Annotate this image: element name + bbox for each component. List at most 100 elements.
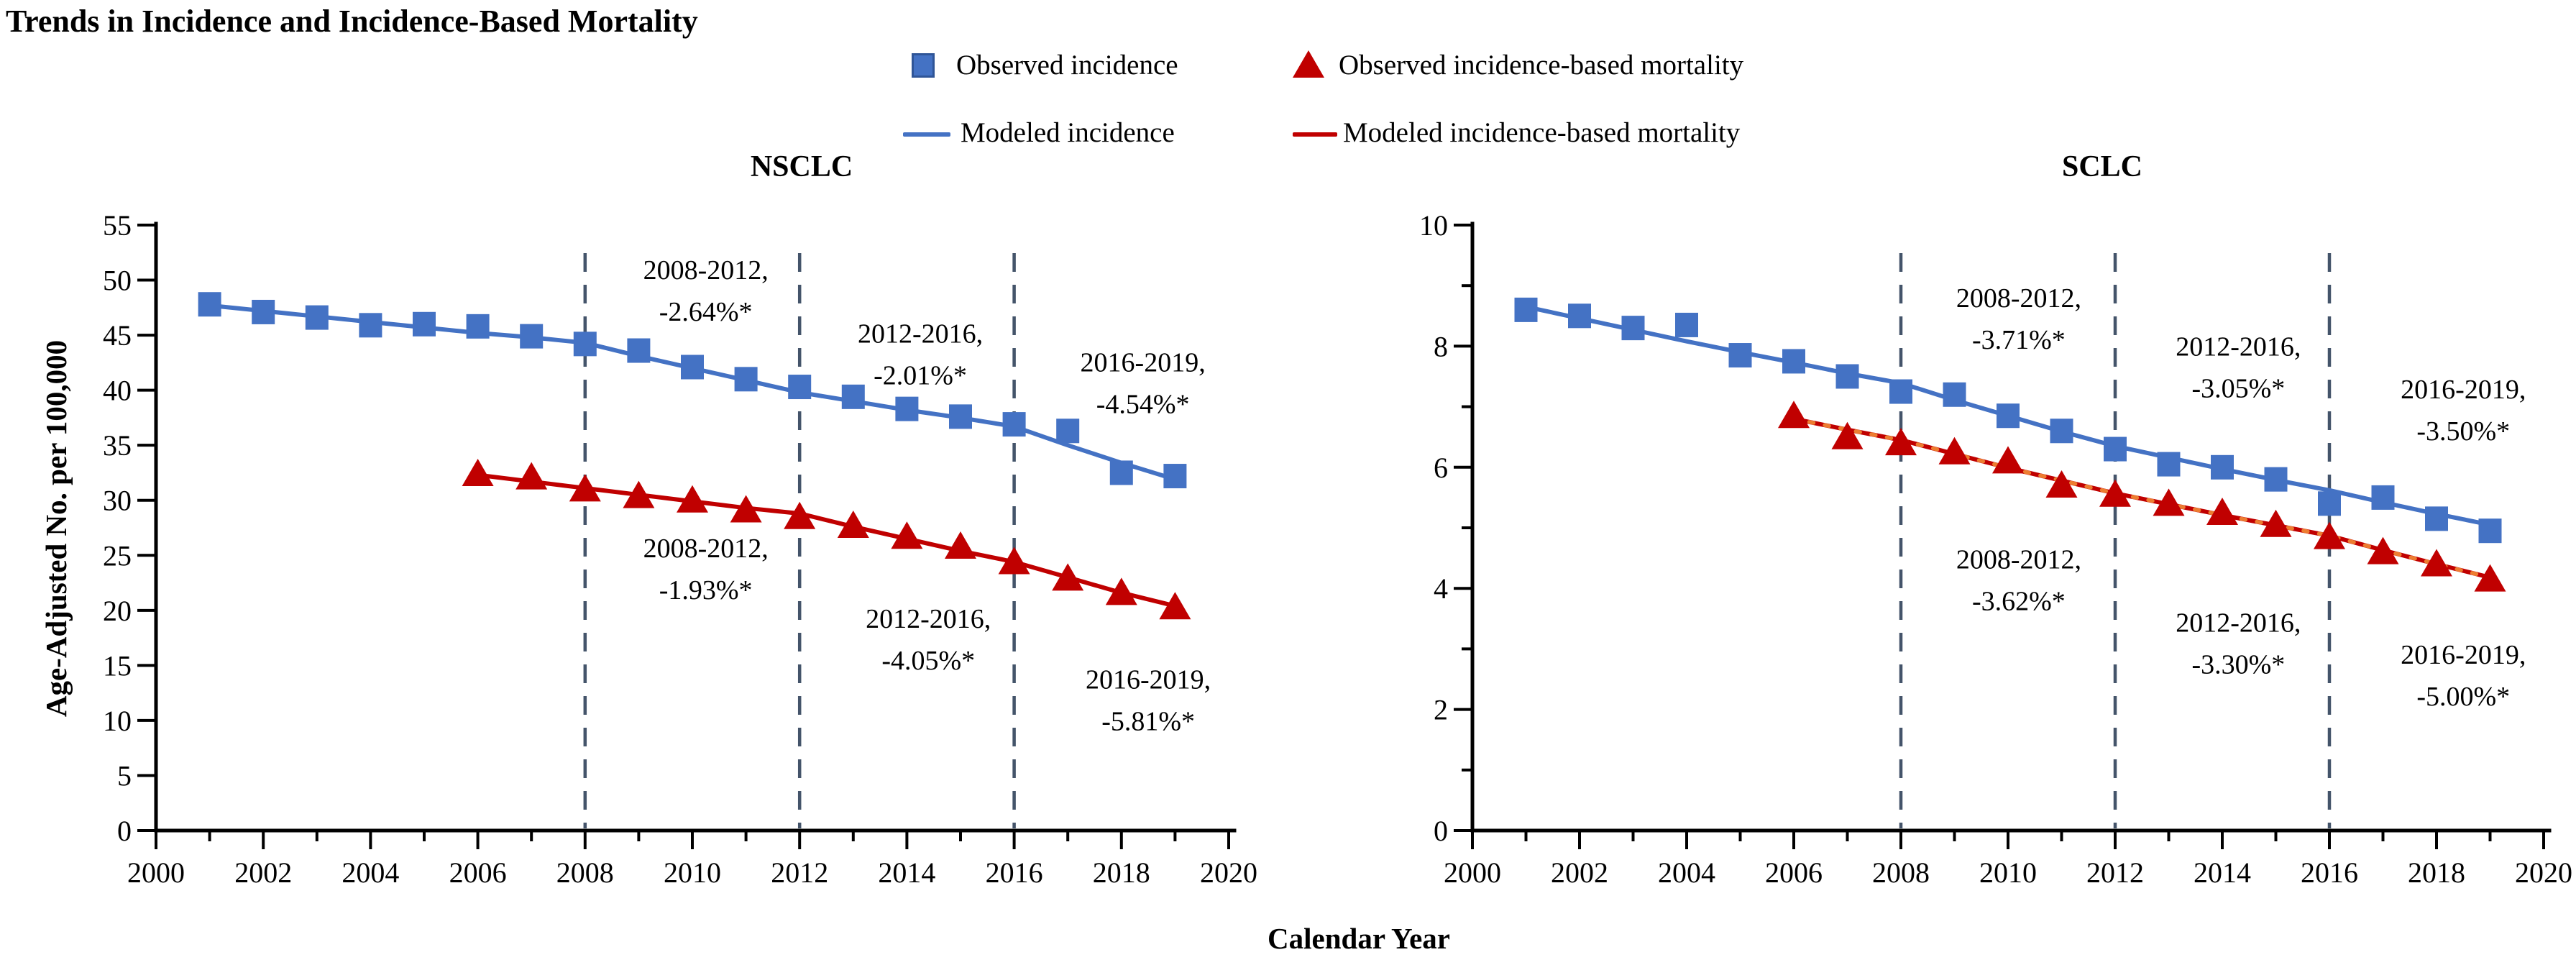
triangle-marker [998, 546, 1030, 575]
panel-nsclc: 2000 2002 2004 2006 2008 2010 2012 2014 2016 2018… [103, 209, 1257, 889]
square-marker [1782, 349, 1805, 374]
y-tick-label: 10 [103, 705, 132, 737]
square-marker [1835, 364, 1859, 389]
x-tick-labels: 2000 2002 2004 2006 2008 2010 2012 2014 2016 2018… [127, 856, 1257, 889]
x-axis-title: Calendar Year [1268, 922, 1450, 955]
panel-sclc: 2000 2002 2004 2006 2008 2010 2012 2014 2016 2018… [1419, 209, 2572, 889]
y-tick-labels: 0 2 4 6 8 10 [1419, 209, 1448, 847]
triangle-marker [2260, 509, 2292, 537]
x-tick-label: 2002 [1551, 856, 1608, 889]
triangle-marker [837, 510, 869, 538]
square-marker [2104, 436, 2127, 462]
triangle-marker [2421, 549, 2452, 577]
x-tick-label: 2010 [1979, 856, 2037, 889]
x-tick-label: 2004 [1658, 856, 1715, 889]
x-tick-label: 2014 [2194, 856, 2251, 889]
apc-annotation-period: 2016-2019, [2401, 640, 2526, 670]
legend-observed-mortality-label: Observed incidence-based mortality [1339, 50, 1744, 81]
legend-observed-incidence-label: Observed incidence [956, 50, 1178, 81]
legend: Observed incidence Observed incidence-ba… [0, 0, 2576, 165]
observed-incidence-markers [1514, 297, 2502, 544]
square-marker [520, 324, 544, 349]
triangle-marker [1831, 421, 1864, 449]
y-tick-label: 15 [103, 649, 132, 682]
square-marker [2478, 518, 2502, 544]
triangle-marker [569, 474, 601, 502]
square-marker [895, 396, 919, 421]
apc-annotations: 2008-2012, -3.71%* 2012-2016, -3.05%* 2016-2… [1956, 283, 2526, 712]
triangle-marker [462, 458, 494, 486]
x-tick-label: 2006 [1765, 856, 1823, 889]
apc-annotation-period: 2012-2016, [866, 604, 991, 634]
square-marker [198, 292, 221, 317]
x-tick-label: 2000 [1444, 856, 1501, 889]
x-tick-label: 2004 [342, 856, 399, 889]
square-marker [573, 331, 597, 357]
legend-observed-mortality-triangle-icon [1293, 50, 1324, 78]
triangle-marker [730, 495, 762, 523]
x-tick-label: 2012 [2086, 856, 2144, 889]
triangle-marker [1778, 401, 1810, 429]
y-tick-label: 5 [117, 759, 132, 792]
triangle-marker [945, 531, 976, 559]
legend-modeled-incidence-line-icon [903, 132, 950, 137]
apc-annotation-value: -4.54%* [1096, 389, 1190, 419]
x-tick-label: 2016 [986, 856, 1043, 889]
y-tick-label: 30 [103, 485, 132, 517]
triangle-marker [2099, 479, 2131, 507]
square-marker [2157, 452, 2181, 477]
x-tick-label: 2000 [127, 856, 185, 889]
x-tick-label: 2008 [1872, 856, 1930, 889]
modeled-line [1793, 416, 2491, 580]
square-marker [1514, 297, 1538, 322]
apc-annotation-period: 2008-2012, [643, 255, 769, 285]
apc-annotation-period: 2016-2019, [2401, 375, 2526, 405]
y-tick-labels: 0 5 10 15 20 25 30 35 40 45 50 55 [103, 209, 132, 847]
square-marker [788, 375, 812, 400]
apc-annotation-value: -3.30%* [2191, 649, 2285, 680]
apc-annotation-value: -3.71%* [1972, 325, 2066, 355]
x-tick-label: 2012 [771, 856, 828, 889]
square-marker [252, 299, 275, 324]
apc-annotation-value: -2.01%* [874, 361, 967, 391]
square-marker [949, 404, 972, 429]
legend-modeled-mortality-line-icon [1293, 132, 1337, 137]
observed-mortality-markers [462, 458, 1191, 620]
square-marker [2425, 506, 2448, 531]
apc-annotation-value: -3.50%* [2416, 416, 2510, 447]
x-tick-labels: 2000 2002 2004 2006 2008 2010 2012 2014 2016 2018… [1444, 856, 2572, 889]
apc-annotation-period: 2012-2016, [2176, 608, 2301, 638]
square-marker [2264, 467, 2288, 492]
x-tick-label: 2018 [1093, 856, 1150, 889]
square-marker [2318, 491, 2341, 516]
square-marker [681, 355, 704, 380]
triangle-marker [2474, 564, 2506, 592]
triangle-marker [1105, 577, 1137, 605]
apc-annotation-period: 2008-2012, [1956, 545, 2081, 575]
square-marker [1568, 303, 1591, 329]
square-marker [841, 384, 865, 409]
y-tick-label: 0 [1434, 815, 1448, 847]
triangle-marker [1992, 446, 2024, 474]
triangle-marker [1938, 436, 1971, 465]
x-tick-label: 2020 [1200, 856, 1257, 889]
triangle-marker [2153, 488, 2185, 516]
square-marker [2211, 454, 2234, 480]
triangle-marker [891, 521, 923, 549]
triangle-marker [1885, 428, 1917, 456]
triangle-marker [2206, 497, 2238, 525]
y-tick-label: 45 [103, 319, 132, 352]
triangle-marker [2314, 521, 2345, 549]
y-tick-label: 2 [1434, 694, 1448, 726]
triangle-marker [515, 462, 548, 490]
y-tick-label: 20 [103, 595, 132, 627]
square-marker [1002, 412, 1026, 437]
triangle-marker [784, 501, 816, 529]
square-marker [1621, 316, 1645, 341]
apc-annotation-period: 2016-2019, [1081, 347, 1206, 378]
y-tick-label: 35 [103, 429, 132, 462]
square-marker [627, 338, 651, 363]
x-tick-label: 2020 [2515, 856, 2572, 889]
